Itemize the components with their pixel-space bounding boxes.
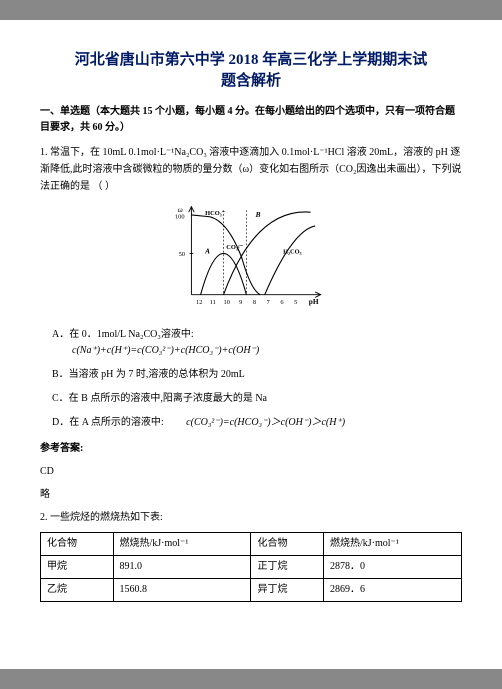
svg-text:6: 6 <box>280 299 284 306</box>
table-cell: 正丁烷 <box>251 556 324 579</box>
option-d: D．在 A 点所示的溶液中: c(CO₃²⁻)=c(HCO₃⁻)＞c(OH⁻)＞… <box>40 415 462 431</box>
svg-text:A: A <box>204 246 210 255</box>
table-header: 化合物 <box>251 533 324 556</box>
chart-container: ω 100 50 12 11 10 9 8 7 6 5 pH HCO₃⁻ B C… <box>40 203 462 319</box>
page-title: 河北省唐山市第六中学 2018 年高三化学上学期期末试 题含解析 <box>40 50 462 92</box>
table-row: 化合物 燃烧热/kJ·mol⁻¹ 化合物 燃烧热/kJ·mol⁻¹ <box>41 533 462 556</box>
option-a-prefix: A．在 0．1mol/L Na₂CO₃溶液中: <box>52 329 194 340</box>
svg-text:CO₃²⁻: CO₃²⁻ <box>226 244 243 251</box>
document-page: 河北省唐山市第六中学 2018 年高三化学上学期期末试 题含解析 一、单选题（本… <box>0 20 502 669</box>
table-header: 化合物 <box>41 533 114 556</box>
svg-text:100: 100 <box>175 214 185 221</box>
section-header: 一、单选题（本大题共 15 个小题，每小题 4 分。在每小题给出的四个选项中，只… <box>40 104 462 136</box>
reference-extra: 略 <box>40 486 462 503</box>
svg-text:11: 11 <box>210 299 216 306</box>
question-2-intro: 2. 一些烷烃的燃烧热如下表: <box>40 509 462 526</box>
title-line-2: 题含解析 <box>221 73 281 89</box>
table-cell: 1560.8 <box>113 579 251 602</box>
table-cell: 891.0 <box>113 556 251 579</box>
fraction-chart: ω 100 50 12 11 10 9 8 7 6 5 pH HCO₃⁻ B C… <box>171 203 331 313</box>
svg-text:8: 8 <box>253 299 256 306</box>
svg-text:50: 50 <box>179 251 185 258</box>
svg-text:9: 9 <box>239 299 242 306</box>
table-cell: 甲烷 <box>41 556 114 579</box>
table-cell: 2869．6 <box>323 579 461 602</box>
svg-text:12: 12 <box>196 299 202 306</box>
question-1-text: 1. 常温下，在 10mL 0.1mol·L⁻¹Na₂CO₃ 溶液中逐滴加入 0… <box>40 144 462 195</box>
option-a: A．在 0．1mol/L Na₂CO₃溶液中: c(Na⁺)+c(H⁺)=c(C… <box>40 327 462 359</box>
svg-text:7: 7 <box>267 299 271 306</box>
table-header: 燃烧热/kJ·mol⁻¹ <box>113 533 251 556</box>
option-d-formula: c(CO₃²⁻)=c(HCO₃⁻)＞c(OH⁻)＞c(H⁺) <box>166 417 345 428</box>
svg-text:HCO₃⁻: HCO₃⁻ <box>205 210 225 217</box>
svg-text:5: 5 <box>294 299 297 306</box>
option-c: C．在 B 点所示的溶液中,阳离子浓度最大的是 Na <box>40 391 462 407</box>
table-cell: 乙烷 <box>41 579 114 602</box>
svg-text:B: B <box>255 210 261 219</box>
table-cell: 异丁烷 <box>251 579 324 602</box>
table-row: 甲烷 891.0 正丁烷 2878．0 <box>41 556 462 579</box>
svg-text:H₂CO₃: H₂CO₃ <box>283 248 302 255</box>
option-a-formula: c(Na⁺)+c(H⁺)=c(CO₃²⁻)+c(HCO₃⁻)+c(OH⁻) <box>52 343 462 359</box>
reference-answer-label: 参考答案: <box>40 441 462 457</box>
option-d-prefix: D．在 A 点所示的溶液中: <box>52 417 164 428</box>
table-header: 燃烧热/kJ·mol⁻¹ <box>323 533 461 556</box>
svg-text:pH: pH <box>309 297 319 306</box>
reference-answer: CD <box>40 463 462 480</box>
table-cell: 2878．0 <box>323 556 461 579</box>
table-row: 乙烷 1560.8 异丁烷 2869．6 <box>41 579 462 602</box>
title-line-1: 河北省唐山市第六中学 2018 年高三化学上学期期末试 <box>75 52 428 68</box>
option-b: B．当溶液 pH 为 7 时,溶液的总体积为 20mL <box>40 367 462 383</box>
svg-text:10: 10 <box>224 299 230 306</box>
combustion-table: 化合物 燃烧热/kJ·mol⁻¹ 化合物 燃烧热/kJ·mol⁻¹ 甲烷 891… <box>40 532 462 602</box>
